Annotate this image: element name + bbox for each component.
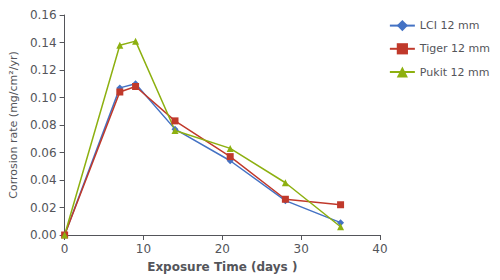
- svg-text:Tiger 12 mm: Tiger 12 mm: [419, 42, 490, 55]
- svg-text:30: 30: [294, 242, 309, 256]
- svg-text:0.04: 0.04: [30, 173, 57, 187]
- svg-text:10: 10: [136, 242, 151, 256]
- svg-text:0.06: 0.06: [30, 146, 57, 160]
- svg-text:0.10: 0.10: [30, 91, 57, 105]
- svg-text:0.00: 0.00: [30, 228, 57, 242]
- svg-text:0: 0: [61, 242, 69, 256]
- svg-text:0.14: 0.14: [30, 36, 57, 50]
- svg-text:0.16: 0.16: [30, 8, 57, 22]
- svg-text:20: 20: [215, 242, 230, 256]
- svg-text:40: 40: [372, 242, 387, 256]
- svg-text:Pukit 12 mm: Pukit 12 mm: [420, 66, 490, 79]
- svg-text:Exposure Time (days ): Exposure Time (days ): [147, 260, 297, 274]
- svg-text:0.02: 0.02: [30, 201, 57, 215]
- svg-text:Corrosion rate (mg/cm²/yr): Corrosion rate (mg/cm²/yr): [7, 51, 20, 198]
- svg-text:0.08: 0.08: [30, 118, 57, 132]
- svg-text:0.12: 0.12: [30, 63, 57, 77]
- svg-text:LCI 12 mm: LCI 12 mm: [420, 19, 479, 32]
